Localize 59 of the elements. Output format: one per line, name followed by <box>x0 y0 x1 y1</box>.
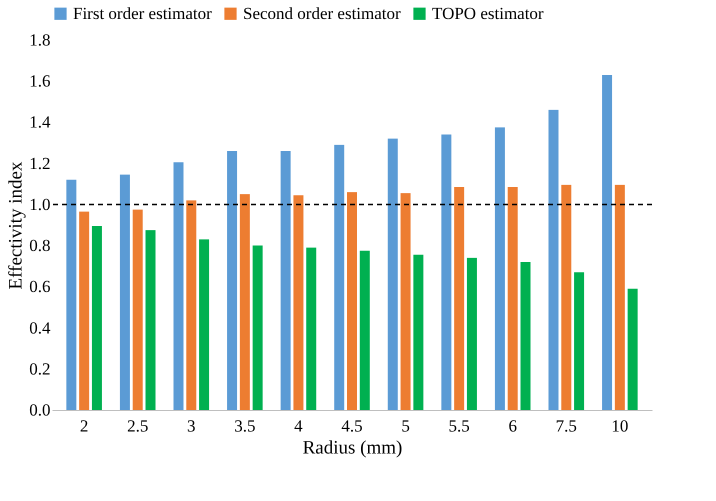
bar <box>508 186 518 410</box>
bar <box>360 250 370 410</box>
legend-label: Second order estimator <box>243 4 402 23</box>
bar <box>602 74 612 410</box>
x-tick-label: 5.5 <box>448 416 470 436</box>
bar <box>400 193 411 410</box>
y-tick-label: 1.8 <box>29 30 50 50</box>
bar <box>173 162 184 410</box>
y-tick-label: 1.4 <box>29 112 51 132</box>
x-tick-label: 2 <box>80 416 88 436</box>
x-tick-label: 4.5 <box>341 416 363 436</box>
bar <box>574 272 584 410</box>
x-tick-label: 7.5 <box>556 416 577 436</box>
y-tick-label: 0.2 <box>29 359 50 378</box>
bar <box>240 194 250 410</box>
legend-label: First order estimator <box>73 4 212 23</box>
bar <box>132 210 143 410</box>
bar <box>334 144 344 410</box>
bar <box>628 288 638 410</box>
y-tick-label: 0.8 <box>29 236 50 256</box>
bar <box>548 110 558 410</box>
x-axis-title: Radius (mm) <box>302 438 402 458</box>
y-tick-label: 1.6 <box>29 72 50 91</box>
x-tick-label: 10 <box>611 416 628 436</box>
bar <box>66 180 76 410</box>
bar <box>520 262 531 410</box>
bar <box>388 138 398 410</box>
bar <box>199 239 210 410</box>
bar <box>454 186 464 410</box>
legend-label: TOPO estimator <box>432 4 544 23</box>
x-tick-label: 4 <box>294 416 304 436</box>
bar <box>252 246 263 410</box>
y-tick-label: 0.0 <box>29 400 50 420</box>
bar <box>79 212 90 410</box>
y-tick-label: 0.4 <box>29 318 51 338</box>
x-tick-label: 3 <box>187 416 196 436</box>
y-tick-label: 1.0 <box>29 194 50 214</box>
bar <box>146 230 156 410</box>
bar <box>561 184 572 410</box>
x-tick-label: 6 <box>508 416 517 436</box>
x-tick-label: 5 <box>401 416 410 436</box>
bar <box>280 151 291 410</box>
y-tick-label: 1.2 <box>29 154 50 173</box>
bar <box>494 127 505 410</box>
bar <box>413 254 424 410</box>
bar <box>614 184 625 410</box>
bar <box>466 258 477 410</box>
bar <box>347 192 357 410</box>
x-tick-label: 2.5 <box>127 416 148 436</box>
x-tick-label: 3.5 <box>234 416 256 436</box>
bar <box>227 151 238 410</box>
y-tick-label: 0.6 <box>29 277 50 296</box>
bar <box>186 200 196 410</box>
bar <box>306 248 316 410</box>
bar <box>92 226 102 410</box>
bar <box>441 134 452 410</box>
bar <box>120 174 130 410</box>
bar <box>293 195 304 410</box>
y-axis-title: Effectivity index <box>5 161 26 290</box>
